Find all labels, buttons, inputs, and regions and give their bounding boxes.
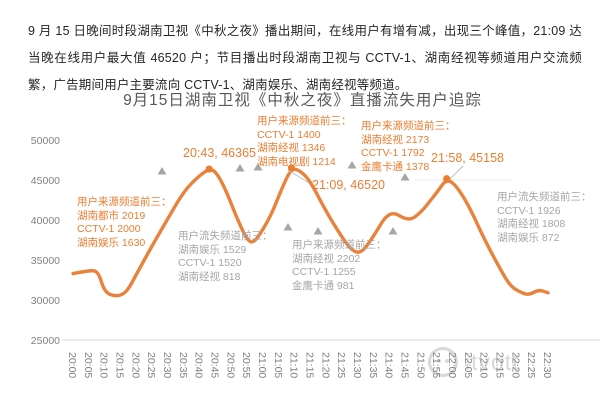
y-axis-tick-label: 35000 xyxy=(31,255,60,267)
annotation-line: CCTV-1 1400 xyxy=(257,128,321,141)
x-axis-tick-label: 22:00 xyxy=(446,352,458,378)
ad-break-marker-icon xyxy=(253,163,263,171)
x-axis-tick-label: 20:45 xyxy=(209,352,221,378)
x-axis-tick-label: 21:50 xyxy=(414,352,426,378)
ad-break-marker-icon xyxy=(157,167,167,175)
annotation-loss-channels: 用户流失频道前三： 湖南娱乐 1529 CCTV-1 1520 湖南经视 818 xyxy=(178,230,273,284)
x-axis-tick-label: 22:15 xyxy=(494,352,506,378)
ad-break-marker-icon xyxy=(313,227,323,235)
annotation-line: 用户流失频道前三： xyxy=(178,230,273,242)
x-axis-tick-label: 20:15 xyxy=(114,352,126,378)
y-axis-tick-label: 50000 xyxy=(31,135,60,147)
annotation-line: CCTV-1 1255 xyxy=(292,266,356,278)
peak-value-label: 21:09, 46520 xyxy=(312,178,385,192)
x-axis-tick-label: 22:20 xyxy=(509,352,521,378)
peak-dot xyxy=(205,165,213,173)
intro-paragraph: 9 月 15 日晚间时段湖南卫视《中秋之夜》播出期间，在线用户有增有减，出现三个… xyxy=(28,23,582,92)
x-axis-tick-label: 21:45 xyxy=(399,352,411,378)
annotation-line: CCTV-1 1926 xyxy=(497,204,561,217)
x-axis-tick-label: 21:15 xyxy=(304,352,316,378)
annotation-line: 湖南经视 1808 xyxy=(497,218,566,230)
annotation-line: 湖南经视 1346 xyxy=(257,142,326,154)
annotation-line: 金鹰卡通 1378 xyxy=(361,160,430,173)
x-axis-tick-label: 22:30 xyxy=(541,352,553,378)
ad-break-marker-icon xyxy=(388,227,398,235)
watermark-logo-icon xyxy=(428,347,458,377)
x-axis-tick-label: 20:55 xyxy=(240,352,252,378)
x-axis-tick-label: 21:05 xyxy=(272,352,284,378)
x-axis-tick-label: 21:00 xyxy=(256,352,268,378)
annotation-line: CCTV-1 1792 xyxy=(361,147,425,159)
x-axis-tick-label: 20:00 xyxy=(66,352,78,378)
ad-break-marker-icon xyxy=(283,223,293,231)
watermark: itvott xyxy=(428,347,520,377)
y-axis-tick-label: 45000 xyxy=(31,175,60,187)
annotation-line: 用户流失频道前三： xyxy=(497,191,592,203)
annotation-line: 湖南娱乐 1630 xyxy=(77,236,146,249)
x-axis-tick-label: 21:55 xyxy=(430,352,442,378)
x-axis-tick-label: 21:40 xyxy=(383,352,395,378)
x-axis-tick-label: 20:10 xyxy=(98,352,110,378)
annotation-line: 湖南经视 2202 xyxy=(292,252,361,265)
x-axis-tick-label: 20:20 xyxy=(129,352,141,378)
x-axis-tick-label: 21:35 xyxy=(367,352,379,378)
peak-leader-line xyxy=(287,169,310,184)
chart-title: 9月15日湖南卫视《中秋之夜》直播流失用户追踪 xyxy=(123,92,482,109)
annotation-line: 金鹰卡通 981 xyxy=(292,279,355,292)
x-axis-tick-label: 20:35 xyxy=(177,352,189,378)
annotation-line: CCTV-1 2000 xyxy=(77,223,141,235)
annotation-line: 用户来源频道前三： xyxy=(361,120,456,132)
ad-break-marker-icon xyxy=(347,161,357,169)
ad-break-marker-icon xyxy=(400,173,410,181)
x-axis-tick-label: 20:40 xyxy=(193,352,205,378)
annotation-line: 湖南都市 2019 xyxy=(77,209,146,222)
x-axis-tick-label: 20:25 xyxy=(145,352,157,378)
x-axis-tick-label: 21:25 xyxy=(335,352,347,378)
x-axis-tick-label: 21:10 xyxy=(288,352,300,378)
annotation-source-channels: 用户来源频道前三： 湖南经视 2202 CCTV-1 1255 金鹰卡通 981 xyxy=(292,239,387,293)
peak-dot xyxy=(287,164,296,172)
ad-break-marker-icon xyxy=(235,164,245,172)
peak-value-label: 21:58, 45158 xyxy=(431,151,504,165)
annotation-source-channels: 用户来源频道前三： 湖南经视 2173 CCTV-1 1792 金鹰卡通 1378 xyxy=(361,120,456,174)
annotation-line: 湖南经视 2173 xyxy=(361,133,430,146)
x-axis-tick-label: 20:50 xyxy=(224,352,236,378)
annotation-loss-channels: 用户流失频道前三： CCTV-1 1926 湖南经视 1808 湖南娱乐 872 xyxy=(497,191,592,245)
peak-dot xyxy=(443,175,451,183)
y-axis-tick-label: 40000 xyxy=(31,215,60,227)
annotation-source-channels: 用户来源频道前三： 湖南都市 2019 CCTV-1 2000 湖南娱乐 1630 xyxy=(77,196,172,250)
annotation-line: 湖南经视 818 xyxy=(178,270,241,283)
x-axis-tick-label: 20:30 xyxy=(161,352,173,378)
annotation-line: 用户来源频道前三： xyxy=(292,239,387,251)
annotation-line: 湖南电视剧 1214 xyxy=(257,155,336,168)
annotation-line: 用户来源频道前三： xyxy=(257,115,352,127)
x-axis-tick-label: 22:10 xyxy=(478,352,490,378)
x-axis-tick-label: 21:20 xyxy=(319,352,331,378)
annotation-line: 湖南娱乐 1529 xyxy=(178,243,247,256)
x-axis-tick-label: 21:30 xyxy=(351,352,363,378)
watermark-text: itvott xyxy=(465,348,520,375)
peak-leader-line xyxy=(448,165,464,181)
peak-value-label: 20:43, 46365 xyxy=(183,146,256,160)
user-count-curve xyxy=(71,167,550,298)
x-axis-tick-label: 22:05 xyxy=(462,352,474,378)
x-axis-tick-label: 20:05 xyxy=(82,352,94,378)
x-axis-tick-label: 22:25 xyxy=(525,352,537,378)
annotation-line: CCTV-1 1520 xyxy=(178,257,242,269)
annotation-source-channels: 用户来源频道前三： CCTV-1 1400 湖南经视 1346 湖南电视剧 1214 xyxy=(257,115,352,169)
annotation-line: 湖南娱乐 872 xyxy=(497,231,560,244)
annotation-line: 用户来源频道前三： xyxy=(77,196,172,208)
y-axis-tick-label: 30000 xyxy=(31,295,60,307)
y-axis-tick-label: 25000 xyxy=(31,335,60,347)
